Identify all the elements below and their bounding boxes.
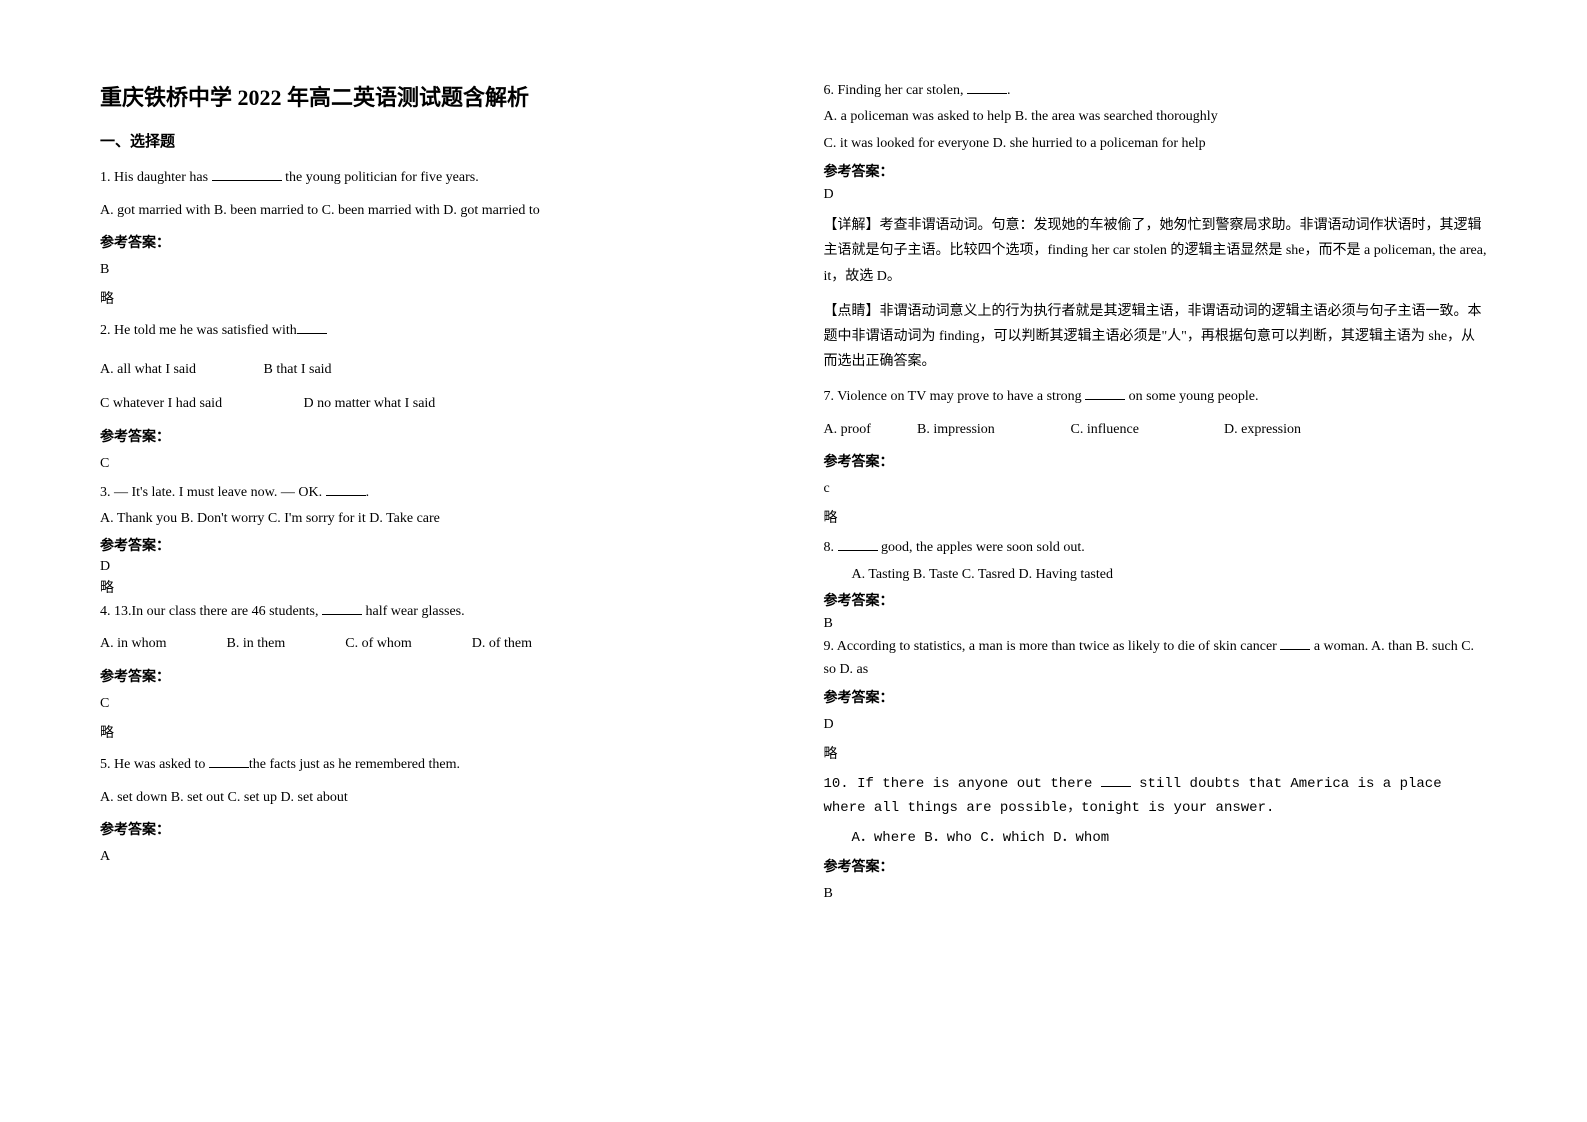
q10-answer: B — [824, 886, 1488, 902]
q2-answer-label: 参考答案： — [100, 426, 764, 446]
q6-blank — [967, 80, 1007, 94]
q5-options: A. set down B. set out C. set up D. set … — [100, 785, 764, 812]
page-container: 重庆铁桥中学 2022 年高二英语测试题含解析 一、选择题 1. His dau… — [100, 80, 1487, 912]
q7-optA: A. proof — [824, 417, 914, 444]
q4-text-a: 4. 13.In our class there are 46 students… — [100, 604, 322, 619]
q9-text-a: 9. According to statistics, a man is mor… — [824, 639, 1281, 654]
right-column: 6. Finding her car stolen, . A. a police… — [824, 80, 1488, 912]
q4-blank — [322, 601, 362, 615]
q4-optD: D. of them — [472, 631, 532, 658]
q4-optB: B. in them — [227, 631, 286, 658]
q9-stem: 9. According to statistics, a man is mor… — [824, 636, 1488, 681]
q4-optA: A. in whom — [100, 631, 167, 658]
section-heading: 一、选择题 — [100, 130, 764, 151]
q5-answer: A — [100, 849, 764, 865]
q10-answer-label: 参考答案： — [824, 856, 1488, 876]
q4-stem: 4. 13.In our class there are 46 students… — [100, 599, 764, 626]
q4-optC: C. of whom — [345, 631, 412, 658]
q6-answer: D — [824, 187, 1488, 203]
doc-title: 重庆铁桥中学 2022 年高二英语测试题含解析 — [100, 80, 764, 112]
q2-stem: 2. He told me he was satisfied with — [100, 318, 764, 345]
q6-text-a: 6. Finding her car stolen, — [824, 83, 967, 98]
left-column: 重庆铁桥中学 2022 年高二英语测试题含解析 一、选择题 1. His dau… — [100, 80, 764, 912]
q5-text-a: 5. He was asked to — [100, 757, 209, 772]
q8-stem: 8. good, the apples were soon sold out. — [824, 537, 1488, 559]
q6-options-2: C. it was looked for everyone D. she hur… — [824, 133, 1488, 155]
q5-stem: 5. He was asked to the facts just as he … — [100, 752, 764, 779]
q6-options-1: A. a policeman was asked to help B. the … — [824, 106, 1488, 128]
q3-answer: D — [100, 559, 764, 575]
q7-answer-label: 参考答案： — [824, 451, 1488, 471]
q3-text-a: 3. — It's late. I must leave now. — OK. — [100, 485, 326, 500]
q4-text-b: half wear glasses. — [362, 604, 465, 619]
q1-answer-label: 参考答案： — [100, 232, 764, 252]
q9-answer-label: 参考答案： — [824, 687, 1488, 707]
q7-answer: c — [824, 481, 1488, 497]
q5-blank — [209, 754, 249, 768]
q10-text-a: 10. If there is anyone out there — [824, 776, 1101, 792]
q1-stem: 1. His daughter has the young politician… — [100, 165, 764, 192]
q4-answer-label: 参考答案： — [100, 666, 764, 686]
q7-stem: 7. Violence on TV may prove to have a st… — [824, 384, 1488, 411]
q6-stem: 6. Finding her car stolen, . — [824, 80, 1488, 102]
q1-note: 略 — [100, 288, 764, 308]
q2-text: 2. He told me he was satisfied with — [100, 323, 297, 338]
q7-note: 略 — [824, 507, 1488, 527]
q2-optA: A. all what I said — [100, 357, 260, 384]
q1-text-b: the young politician for five years. — [282, 170, 479, 185]
q6-answer-label: 参考答案： — [824, 161, 1488, 181]
q4-answer: C — [100, 696, 764, 712]
q8-blank — [838, 537, 878, 551]
q4-note: 略 — [100, 722, 764, 742]
q2-blank — [297, 320, 327, 334]
q8-options: A. Tasting B. Taste C. Tasred D. Having … — [824, 564, 1488, 586]
q9-blank — [1280, 636, 1310, 650]
q3-blank — [326, 482, 366, 496]
q9-answer: D — [824, 717, 1488, 733]
q2-optD: D no matter what I said — [304, 396, 436, 411]
q4-options: A. in whom B. in them C. of whom D. of t… — [100, 631, 764, 658]
q5-text-b: the facts just as he remembered them. — [249, 757, 460, 772]
q3-text-b: . — [366, 485, 370, 500]
q10-options: A．where B．who C．which D．whom — [824, 827, 1488, 851]
q3-answer-label: 参考答案： — [100, 535, 764, 555]
q8-text-a: 8. — [824, 540, 838, 555]
q7-optB: B. impression — [917, 417, 1067, 444]
q3-stem: 3. — It's late. I must leave now. — OK. … — [100, 482, 764, 504]
q2-optB: B that I said — [264, 362, 332, 377]
q6-explain-1: 【详解】考查非谓语动词。句意：发现她的车被偷了，她匆忙到警察局求助。非谓语动词作… — [824, 213, 1488, 289]
q3-note: 略 — [100, 577, 764, 597]
q7-text-b: on some young people. — [1125, 389, 1258, 404]
q9-note: 略 — [824, 743, 1488, 763]
q7-options: A. proof B. impression C. influence D. e… — [824, 417, 1488, 444]
q2-options-row1: A. all what I said B that I said — [100, 357, 764, 384]
q6-explain-2: 【点睛】非谓语动词意义上的行为执行者就是其逻辑主语，非谓语动词的逻辑主语必须与句… — [824, 299, 1488, 375]
q1-answer: B — [100, 262, 764, 278]
q7-optD: D. expression — [1224, 422, 1301, 437]
q2-answer: C — [100, 456, 764, 472]
q5-answer-label: 参考答案： — [100, 819, 764, 839]
q1-options: A. got married with B. been married to C… — [100, 198, 764, 225]
q10-blank — [1101, 773, 1131, 787]
q8-answer-label: 参考答案： — [824, 590, 1488, 610]
q7-optC: C. influence — [1071, 417, 1221, 444]
q7-blank — [1085, 386, 1125, 400]
q8-text-b: good, the apples were soon sold out. — [878, 540, 1085, 555]
q3-options: A. Thank you B. Don't worry C. I'm sorry… — [100, 508, 764, 530]
q8-answer: B — [824, 616, 1488, 632]
q1-text-a: 1. His daughter has — [100, 170, 212, 185]
q2-optC: C whatever I had said — [100, 391, 300, 418]
q10-stem: 10. If there is anyone out there still d… — [824, 773, 1488, 821]
q6-text-b: . — [1007, 83, 1011, 98]
q1-blank — [212, 167, 282, 181]
q2-options-row2: C whatever I had said D no matter what I… — [100, 391, 764, 418]
q7-text-a: 7. Violence on TV may prove to have a st… — [824, 389, 1086, 404]
